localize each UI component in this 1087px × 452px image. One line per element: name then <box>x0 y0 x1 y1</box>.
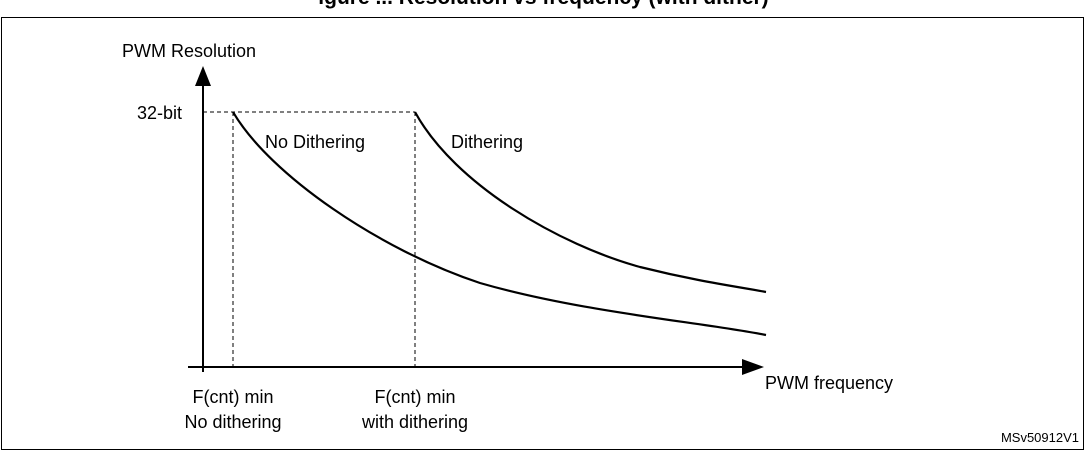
marker-right-line1: F(cnt) min <box>375 387 456 407</box>
y-axis-arrow <box>195 66 211 86</box>
marker-right-line2: with dithering <box>361 412 468 432</box>
marker-left-line1: F(cnt) min <box>193 387 274 407</box>
x-axis-label: PWM frequency <box>765 373 893 393</box>
dithering-label: Dithering <box>451 132 523 152</box>
figure-frame <box>1 17 1084 450</box>
no-dithering-curve <box>232 111 767 337</box>
figure-reference-id: MSv50912V1 <box>1001 430 1079 445</box>
y-tick-32bit: 32-bit <box>137 103 182 123</box>
dithering-curve <box>414 111 767 294</box>
y-axis-label: PWM Resolution <box>122 41 256 61</box>
marker-left-line2: No dithering <box>184 412 281 432</box>
no-dithering-label: No Dithering <box>265 132 365 152</box>
x-axis-arrow <box>742 359 764 375</box>
figure-title: igure ... Resolution vs frequency (with … <box>0 0 1087 10</box>
